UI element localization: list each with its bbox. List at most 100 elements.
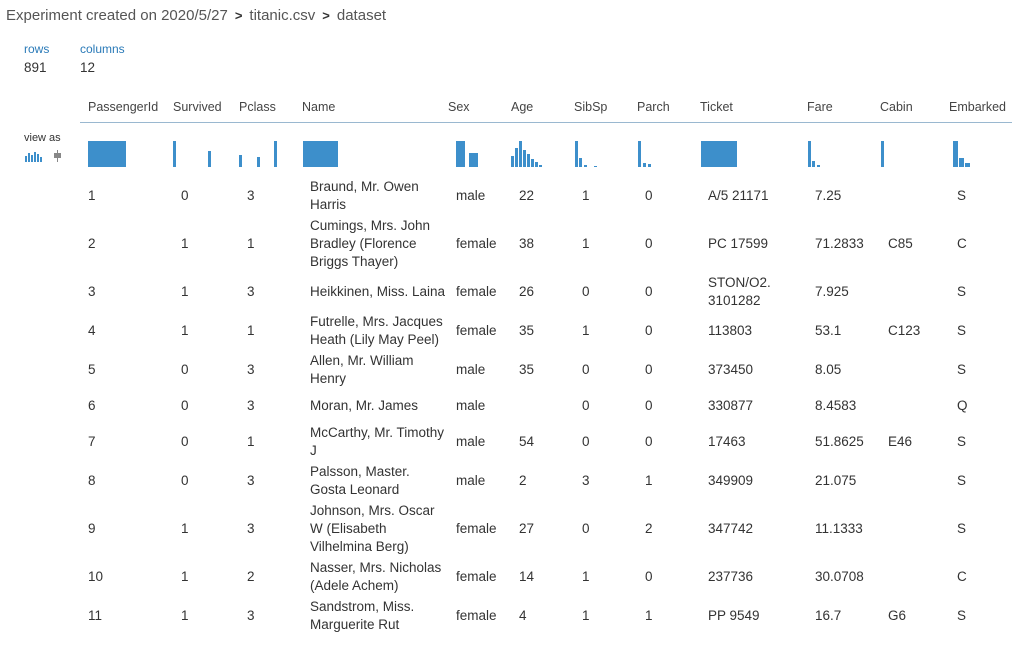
cell: S (957, 434, 967, 449)
cell: 8 (88, 473, 96, 488)
column-header[interactable]: Cabin (880, 100, 913, 114)
cell: 16.7 (815, 608, 842, 623)
hist-fare (808, 141, 820, 167)
cell: 0 (181, 473, 189, 488)
cell: 26 (519, 284, 535, 299)
cell: 0 (645, 188, 653, 203)
cell: 0 (582, 398, 590, 413)
cell: PC 17599 (708, 236, 769, 251)
cell: 22 (519, 188, 535, 203)
cell: male (456, 362, 486, 377)
cell: 2 (88, 236, 96, 251)
crumb: dataset (336, 7, 387, 24)
cell (880, 501, 949, 558)
column-header[interactable]: Sex (448, 100, 470, 114)
hist-cabin (881, 141, 884, 167)
cell: 1 (181, 284, 189, 299)
cell: male (456, 188, 486, 203)
column-header[interactable]: PassengerId (88, 100, 159, 114)
cell (880, 351, 949, 390)
stat-value: 12 (80, 60, 96, 75)
view-icon[interactable] (25, 152, 42, 162)
box-icon[interactable] (54, 150, 61, 162)
column-header[interactable]: Age (511, 100, 534, 114)
cell: female (456, 569, 497, 584)
cell: male (456, 398, 486, 413)
cell: female (456, 608, 497, 623)
crumb[interactable]: Experiment created on 2020/5/27 (6, 7, 228, 24)
cell: 3 (88, 284, 96, 299)
hist-ticket (701, 141, 737, 167)
stat: rows 891 (24, 42, 49, 75)
stat-label: columns (80, 42, 125, 56)
column-header[interactable]: Name (302, 100, 336, 114)
cell: 1 (582, 188, 590, 203)
cell: 53.1 (815, 323, 842, 338)
hist-passengerid (88, 141, 126, 167)
cell: S (957, 521, 967, 536)
cell: 0 (645, 362, 653, 377)
column-header[interactable]: Pclass (239, 100, 276, 114)
table-row: 9 1 3 Johnson, Mrs. Oscar W (Elisabeth Vilh… (80, 501, 1012, 558)
cell: PP 9549 (708, 608, 760, 623)
cell: 1 (181, 608, 189, 623)
column-header[interactable]: SibSp (574, 100, 608, 114)
cell: 1 (582, 608, 590, 623)
cell: 2 (645, 521, 653, 536)
cell (880, 462, 949, 501)
cell (880, 558, 949, 597)
table-row: 4 1 1 Futrelle, Mrs. Jacques Heath (Lily Ma… (80, 312, 1012, 351)
column-header[interactable]: Survived (173, 100, 222, 114)
cell: 1 (181, 323, 189, 338)
cell: STON/O2. 3101282 (708, 275, 771, 308)
cell (880, 273, 949, 312)
histograms (25, 141, 970, 167)
cell: 7.925 (815, 284, 849, 299)
cell: S (957, 473, 967, 488)
cell: 2 (519, 473, 527, 488)
crumb[interactable]: titanic.csv (249, 7, 316, 24)
cell: S (957, 188, 967, 203)
cell: S (957, 362, 967, 377)
cell: 6 (88, 398, 96, 413)
cell: E46 (888, 434, 913, 449)
cell: 0 (645, 323, 653, 338)
cell: S (957, 608, 967, 623)
table-row: 11 1 3 Sandstrom, Miss. Marguerite Rut femal… (80, 597, 1012, 636)
table-header: PassengerId Survived Pclass Name Sex Age SibSp… (80, 98, 1012, 123)
cell: Cumings, Mrs. John Bradley (Florence Bri… (310, 218, 431, 269)
cell: 113803 (708, 323, 753, 338)
cell: 3 (247, 608, 255, 623)
cell: S (957, 323, 967, 338)
cell: 1 (582, 323, 590, 338)
hist-sex (456, 141, 478, 167)
cell: 0 (645, 284, 653, 299)
table-row: 1 0 3 Braund, Mr. Owen Harris male 22 1 0 A/5 21… (80, 177, 1012, 216)
cell: 0 (181, 434, 189, 449)
stat: columns 12 (80, 42, 125, 75)
column-header[interactable]: Ticket (700, 100, 733, 114)
cell: 0 (181, 398, 189, 413)
cell: C (957, 236, 967, 251)
cell: 21.075 (815, 473, 857, 488)
cell: S (957, 284, 967, 299)
cell: 8.4583 (815, 398, 857, 413)
cell: 0 (645, 398, 653, 413)
column-header[interactable]: Embarked (949, 100, 1006, 114)
cell: 7 (88, 434, 96, 449)
column-header[interactable]: Fare (807, 100, 833, 114)
cell: C123 (888, 323, 921, 338)
cell: Heikkinen, Miss. Laina (310, 284, 446, 299)
breadcrumb: Experiment created on 2020/5/27 > titanic.… (6, 7, 387, 24)
table-row: 3 1 3 Heikkinen, Miss. Laina female 26 0 0 STON/… (80, 273, 1012, 312)
cell: C (957, 569, 967, 584)
column-header[interactable]: Parch (637, 100, 670, 114)
cell: 4 (519, 608, 527, 623)
cell: male (456, 434, 486, 449)
cell: female (456, 284, 497, 299)
cell: 1 (247, 236, 255, 251)
hist-pclass (239, 141, 277, 167)
cell: 35 (519, 362, 535, 377)
table-row: 8 0 3 Palsson, Master. Gosta Leonard male 2 3 1… (80, 462, 1012, 501)
